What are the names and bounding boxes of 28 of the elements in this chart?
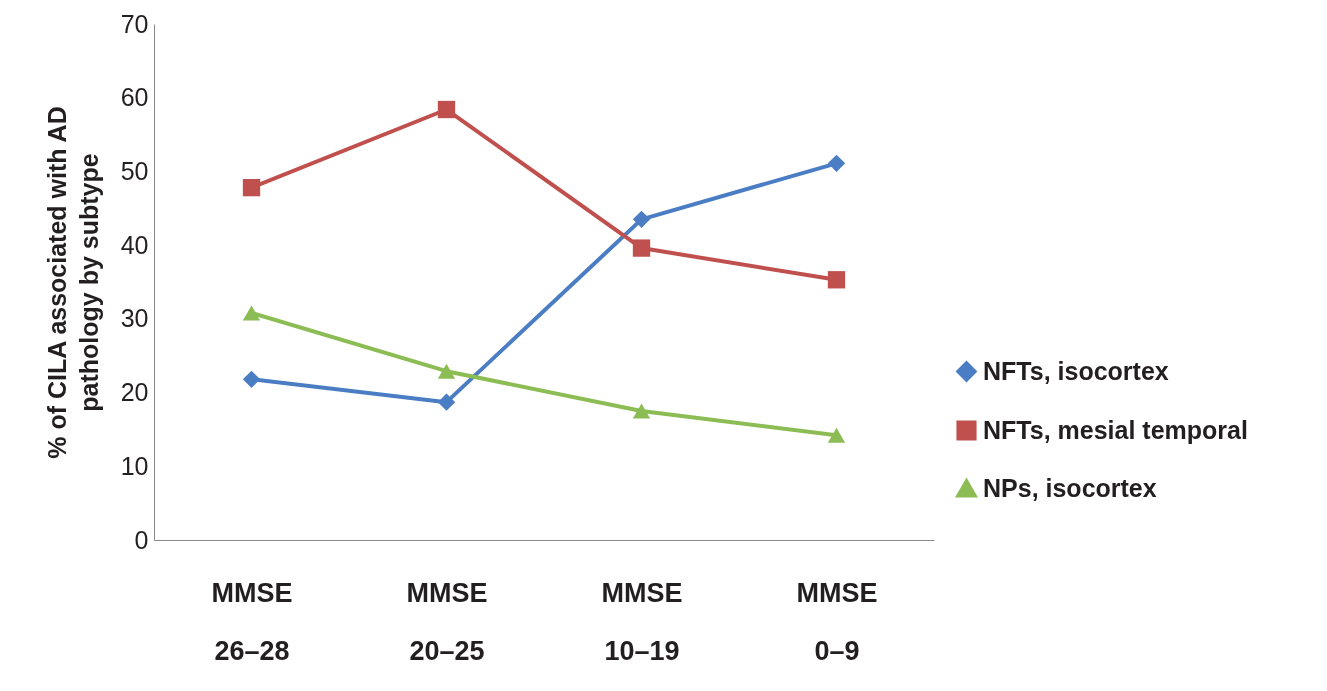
point [632,403,651,419]
legend-label: NPs, isocortex [983,473,1157,502]
point [437,393,456,411]
point [827,154,846,172]
point [632,239,651,257]
point [437,363,456,379]
y-tick-label: 70 [120,9,149,38]
point [632,210,651,228]
x-tick-label: MMSE 26–28 [211,577,293,666]
point [827,427,846,443]
y-tick-label: 20 [120,378,149,407]
point [827,271,846,289]
legend-label: NFTs, isocortex [983,356,1169,385]
point [242,370,261,388]
x-tick-label: MMSE 0–9 [796,577,878,666]
y-axis-title: % of CILA associated with AD pathology by subtype [42,106,103,459]
point [242,178,261,197]
legend-label: NFTs, mesial temporal [983,415,1248,444]
x-tick-label: MMSE 10–19 [601,577,683,666]
y-tick-label: 30 [120,304,149,333]
y-tick-label: 60 [120,83,149,112]
y-tick-label: 10 [120,451,149,480]
point [437,100,456,119]
y-tick-label: 50 [120,156,149,185]
point [242,305,261,321]
x-tick-label: MMSE 20–25 [406,577,488,666]
y-tick-label: 0 [134,525,149,554]
y-tick-label: 40 [120,230,149,259]
